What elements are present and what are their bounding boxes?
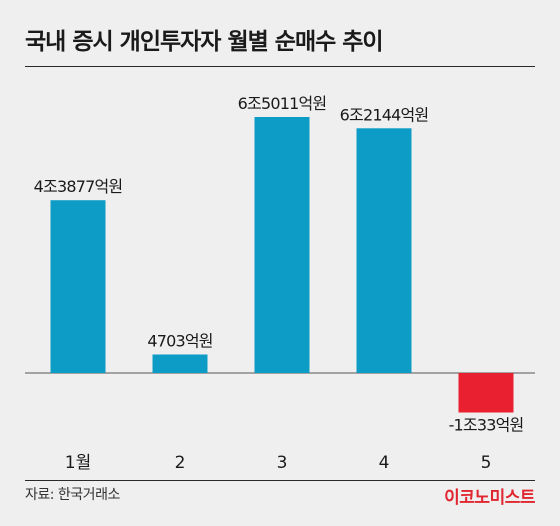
data-label-2: 4703억원 (147, 331, 212, 350)
brand-logo: 이코노미스트 (444, 488, 535, 508)
category-label-3: 3 (277, 453, 288, 473)
category-label-4: 4 (379, 453, 390, 473)
bar-chart: 4조3877억원 1월 4703억원 2 6조5011억원 3 6조2144억원 4 -1조33… (25, 94, 535, 473)
source-note: 자료: 한국거래소 (25, 487, 120, 503)
bar-4 (356, 128, 412, 373)
bar-5 (458, 373, 514, 413)
chart-title: 국내 증시 개인투자자 월별 순매수 추이 (25, 29, 384, 55)
data-label-3: 6조5011억원 (238, 94, 327, 113)
bar-1 (50, 200, 106, 373)
data-label-4: 6조2144억원 (340, 105, 429, 124)
data-label-1: 4조3877억원 (34, 177, 123, 196)
category-label-5: 5 (481, 453, 492, 473)
footer-divider (25, 480, 535, 481)
bar-2 (152, 354, 208, 373)
category-label-1: 1월 (65, 453, 91, 473)
category-label-2: 2 (175, 453, 186, 473)
bar-3 (254, 117, 310, 373)
title-divider (25, 66, 535, 67)
data-label-5: -1조33억원 (449, 416, 524, 435)
